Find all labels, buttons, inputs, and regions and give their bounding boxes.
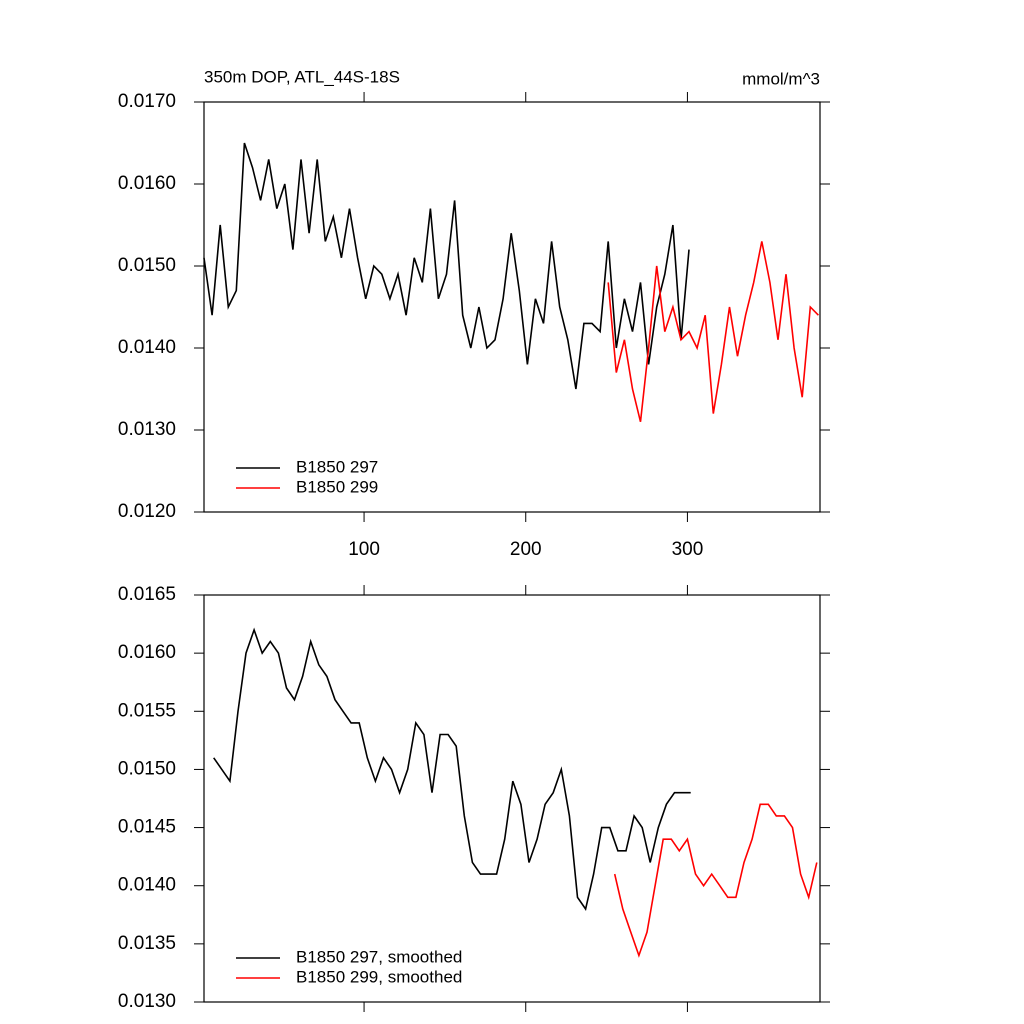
- plot-frame: [203, 594, 821, 1003]
- legend-label: B1850 299, smoothed: [296, 967, 462, 986]
- y-tick-label: 0.0140: [118, 875, 176, 896]
- series-line: [613, 803, 818, 958]
- x-tick-label: 100: [348, 539, 380, 560]
- series-line: [607, 241, 819, 422]
- y-tick-label: 0.0160: [118, 173, 176, 194]
- y-tick-label: 0.0120: [118, 501, 176, 522]
- y-tick-label: 0.0130: [118, 419, 176, 440]
- legend-label: B1850 297, smoothed: [296, 947, 462, 966]
- y-tick-label: 0.0150: [118, 758, 176, 779]
- x-tick-label: 300: [672, 539, 704, 560]
- y-tick-label: 0.0165: [118, 584, 176, 605]
- y-tick-label: 0.0155: [118, 700, 176, 721]
- x-tick-label: 200: [510, 539, 542, 560]
- y-tick-label: 0.0135: [118, 933, 176, 954]
- y-tick-label: 0.0145: [118, 817, 176, 838]
- y-tick-label: 0.0130: [118, 991, 176, 1012]
- y-tick-label: 0.0170: [118, 91, 176, 112]
- y-tick-label: 0.0150: [118, 255, 176, 276]
- y-tick-label: 0.0160: [118, 642, 176, 663]
- series-line: [203, 142, 690, 390]
- plot-frame: [203, 101, 821, 513]
- legend-label: B1850 297: [296, 457, 378, 476]
- series-line: [213, 627, 691, 911]
- units-label: mmol/m^3: [742, 69, 820, 88]
- y-tick-label: 0.0140: [118, 337, 176, 358]
- chart-title: 350m DOP, ATL_44S-18S: [204, 67, 400, 86]
- legend-label: B1850 299: [296, 477, 378, 496]
